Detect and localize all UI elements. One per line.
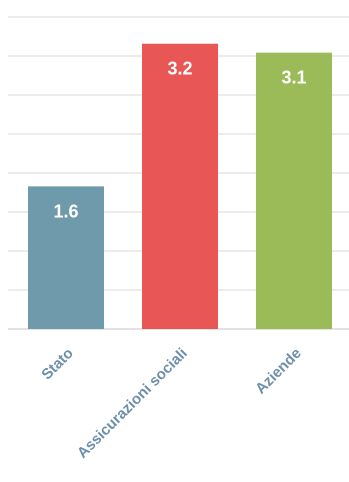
data-labels: 1.6 3.2 3.1 — [53, 59, 306, 222]
bar-assicurazioni-sociali — [142, 43, 218, 329]
bars — [28, 43, 332, 330]
bar-value-label: 3.2 — [167, 59, 192, 79]
bar-stato — [28, 186, 104, 329]
category-label: Assicurazioni sociali — [74, 345, 191, 462]
bar-aziende — [256, 52, 332, 330]
category-label: Aziende — [252, 345, 305, 398]
bar-value-label: 1.6 — [53, 201, 78, 221]
bar-value-label: 3.1 — [281, 68, 306, 88]
category-label: Stato — [38, 345, 77, 384]
